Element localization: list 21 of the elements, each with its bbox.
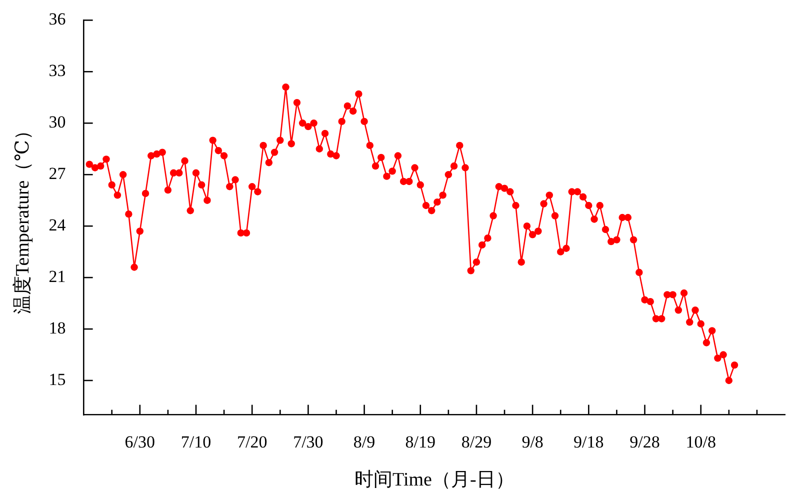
y-tick-label: 21 xyxy=(48,267,66,286)
y-tick-label: 15 xyxy=(48,370,66,389)
x-tick-label: 8/29 xyxy=(461,432,492,452)
y-tick-label: 36 xyxy=(48,10,66,29)
x-axis-title: 时间Time（月-日） xyxy=(354,470,514,491)
x-tick-label: 6/30 xyxy=(124,432,156,452)
x-tick-label: 7/30 xyxy=(293,432,324,452)
y-tick-label: 27 xyxy=(48,164,66,184)
x-tick-label: 8/9 xyxy=(353,432,376,452)
x-tick-label: 10/8 xyxy=(686,432,716,452)
x-tick-label: 9/8 xyxy=(522,432,544,452)
y-axis-title: 温度Temperature（℃） xyxy=(11,121,34,314)
y-tick-label: 33 xyxy=(48,61,66,80)
x-tick-label: 7/20 xyxy=(236,432,268,452)
y-tick-label: 30 xyxy=(48,112,66,132)
y-tick-label: 18 xyxy=(48,318,66,338)
y-tick-label: 24 xyxy=(48,216,66,235)
x-tick-label: 7/10 xyxy=(180,432,212,452)
x-tick-label: 8/19 xyxy=(405,432,436,452)
x-tick-label: 9/28 xyxy=(630,432,660,452)
x-tick-label: 9/18 xyxy=(574,432,604,452)
